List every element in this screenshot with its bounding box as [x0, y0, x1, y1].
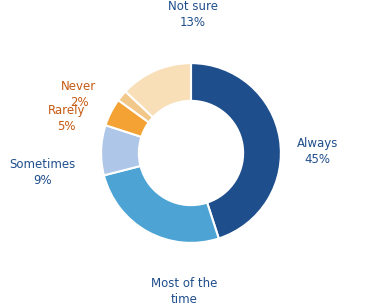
Text: Rarely
5%: Rarely 5%	[47, 104, 85, 133]
Wedge shape	[125, 63, 191, 117]
Text: Most of the
time
26%: Most of the time 26%	[151, 277, 217, 306]
Wedge shape	[105, 100, 149, 137]
Text: Never
2%: Never 2%	[62, 80, 97, 109]
Text: Always
45%: Always 45%	[297, 137, 338, 166]
Text: Not sure
13%: Not sure 13%	[168, 0, 218, 29]
Wedge shape	[118, 91, 153, 122]
Text: Sometimes
9%: Sometimes 9%	[10, 158, 76, 187]
Wedge shape	[191, 63, 281, 238]
Wedge shape	[104, 166, 219, 243]
Wedge shape	[101, 125, 141, 175]
